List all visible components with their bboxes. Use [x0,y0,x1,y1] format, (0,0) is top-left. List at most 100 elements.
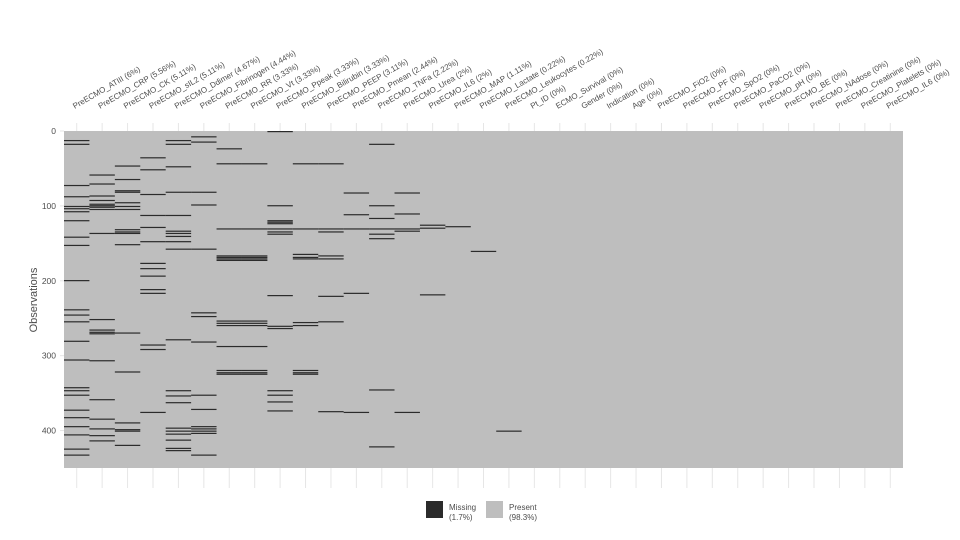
missing-cell [89,331,115,333]
missing-cell [114,178,141,181]
legend-percent-missing: (1.7%) [449,513,473,522]
missing-cell [89,206,115,208]
missing-cell [343,192,370,194]
missing-cell [64,139,90,142]
missing-cell [191,454,217,456]
missing-cell [369,217,395,220]
missing-cell [191,432,217,435]
missing-cell [369,205,395,207]
missing-cell [216,258,242,260]
missing-cell [191,430,217,432]
missing-cell [318,255,344,257]
missing-cell [216,369,242,372]
missing-cell [64,340,90,342]
missing-cell [114,430,141,432]
missing-cell [89,199,115,202]
missing-cell [114,422,141,424]
missing-cell [64,314,90,316]
missing-cell [191,141,217,143]
legend-label-missing: Missing [449,503,476,512]
missing-cell [64,309,90,311]
missing-cell [241,324,268,327]
missing-cell [165,390,192,392]
missing-cell [64,359,90,361]
missing-cell [114,190,141,192]
missing-cell [394,213,420,215]
missing-cell [216,255,242,257]
missing-cell [64,417,90,419]
missing-cell [64,434,90,436]
missing-cell [140,193,166,196]
missing-cell [165,395,192,397]
y-tick-label: 200 [42,276,56,286]
missing-cell [216,324,242,327]
missing-cell [64,143,90,145]
missing-cell [241,258,268,260]
missing-cell [267,394,293,396]
missing-cell [140,226,166,229]
missing-cell [241,345,268,348]
missing-cell [140,348,166,351]
missing-cell [419,224,446,226]
missing-cell [114,202,141,204]
missing-cell [165,214,192,217]
missing-cell [369,228,395,230]
missing-cell [64,244,90,247]
missing-cell [165,430,192,432]
missing-cell [89,195,115,197]
missing-cell [292,163,319,165]
missing-cell [165,139,192,142]
missing-cell [394,228,420,230]
missing-cell [318,258,344,260]
missing-cell [216,320,242,322]
missing-cell [419,294,446,296]
missing-cell [89,435,115,437]
missing-cell [64,211,90,213]
y-tick-label: 0 [51,126,56,136]
missing-cell [191,312,217,314]
legend-swatch-present [486,501,503,518]
missing-cell [292,324,319,327]
missing-cell [318,163,344,165]
missing-cell [165,232,192,235]
missing-cell [89,399,115,401]
missing-cell [140,289,166,291]
missing-cell [191,315,217,318]
missing-cell [114,444,141,446]
missing-cell [369,143,395,145]
present-area [64,131,903,468]
missing-cell [64,208,90,210]
missing-cell [165,166,192,168]
missing-cell [241,373,268,375]
missing-cell [470,250,497,253]
missing-cell [216,256,242,259]
legend-label-present: Present [509,503,537,512]
missing-cell [216,228,242,230]
missing-cell [165,191,192,193]
missing-cell [165,402,192,404]
missing-cell [165,433,192,435]
missing-cell [343,292,370,294]
missing-cell [267,205,293,207]
missing-cell [318,228,344,230]
missing-cell [114,191,141,193]
missing-cell [140,169,166,171]
missing-cell [165,450,192,452]
missing-cell [165,439,192,441]
missing-cell [216,148,242,150]
missing-cell [292,321,319,324]
y-tick-label: 400 [42,426,56,436]
missing-cell [89,208,115,211]
missing-cell [165,427,192,429]
missing-cell [114,208,141,211]
missing-cell [267,223,293,225]
missing-cell [496,430,522,432]
missing-cell [114,429,141,431]
y-tick-label: 300 [42,351,56,361]
missing-cell [89,205,115,207]
missing-cell [114,165,141,167]
missing-cell [165,230,192,232]
missing-cell [191,428,217,430]
missing-cell [89,203,115,205]
missing-cell [292,253,319,256]
